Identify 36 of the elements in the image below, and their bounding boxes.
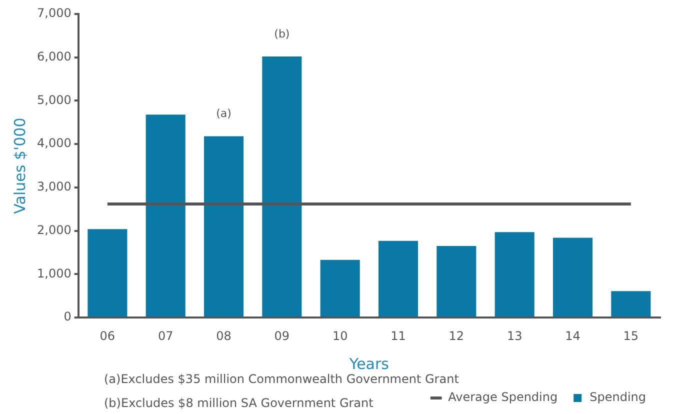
- y-tick-label: 3,000: [36, 180, 72, 194]
- bar: [611, 291, 651, 317]
- annotation: (b): [274, 27, 290, 40]
- x-tick-label: 15: [623, 328, 639, 343]
- x-tick-label: 07: [158, 328, 174, 343]
- y-tick-label: 6,000: [36, 49, 72, 64]
- y-tick-label: 2,000: [36, 222, 72, 237]
- text: (a)Excludes $35 million Commonwealth Government Grant: [104, 372, 460, 386]
- bar: [552, 238, 593, 317]
- legend-label: Average Spending: [448, 390, 558, 404]
- y-axis-title: Values $'000: [10, 118, 29, 214]
- x-tick-label: 13: [506, 328, 522, 343]
- bar: [88, 229, 128, 317]
- x-tick-label: 14: [565, 328, 580, 343]
- x-tick-label: 11: [390, 328, 406, 343]
- x-tick-label: 08: [216, 328, 232, 343]
- bar: [436, 246, 476, 317]
- y-tick-label: 7,000: [36, 6, 72, 20]
- text: (b)Excludes $8 million SA Government Grant: [104, 396, 374, 410]
- bar: [378, 240, 418, 317]
- legend-label: Spending: [590, 390, 646, 404]
- bar: [320, 260, 360, 317]
- x-tick-label: 10: [332, 328, 348, 343]
- x-tick-label: 12: [448, 328, 464, 343]
- bar: [494, 232, 534, 317]
- y-tick-label: 1,000: [36, 266, 72, 280]
- bar: [262, 56, 302, 317]
- x-axis-title: Years: [348, 354, 390, 373]
- bar: [204, 136, 244, 317]
- y-tick-label: 0: [64, 310, 72, 324]
- bar: [146, 114, 186, 317]
- x-tick-label: 06: [100, 328, 116, 343]
- y-tick-label: 5,000: [36, 92, 72, 107]
- y-tick-label: 4,000: [36, 136, 72, 150]
- x-tick-label: 09: [274, 328, 290, 343]
- annotation: (a): [216, 107, 232, 120]
